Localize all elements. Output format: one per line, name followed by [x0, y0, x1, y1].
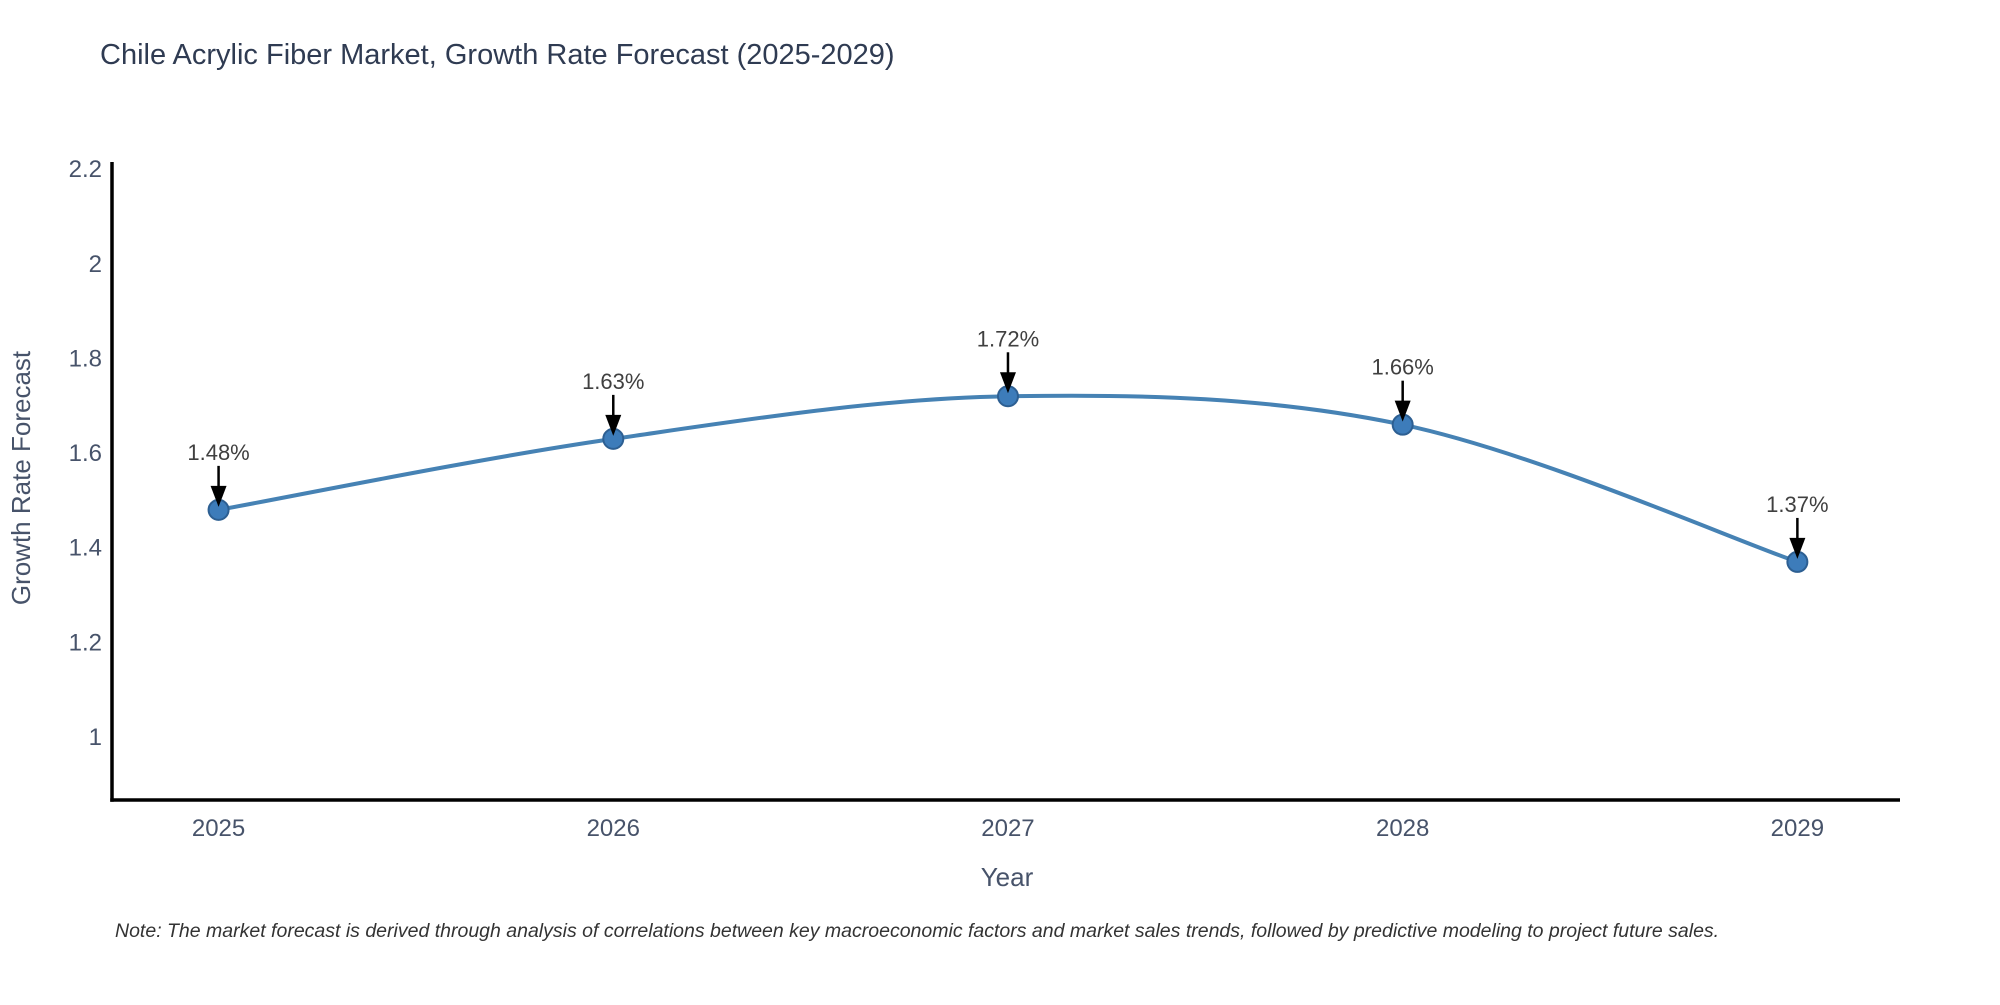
annotation-arrowhead-icon — [999, 372, 1016, 394]
chart-title: Chile Acrylic Fiber Market, Growth Rate … — [100, 39, 895, 71]
x-tick-label: 2029 — [1771, 815, 1824, 842]
x-tick-label: 2028 — [1376, 815, 1429, 842]
point-value-label: 1.48% — [187, 440, 249, 465]
y-axis-title: Growth Rate Forecast — [6, 350, 36, 605]
y-tick-label: 1.8 — [69, 345, 102, 372]
x-axis-title: Year — [981, 862, 1034, 892]
y-tick-label: 2.2 — [69, 156, 102, 183]
footnote: Note: The market forecast is derived thr… — [115, 920, 1719, 942]
x-tick-label: 2027 — [981, 815, 1034, 842]
point-value-label: 1.63% — [582, 369, 644, 394]
y-tick-label: 1.6 — [69, 440, 102, 467]
point-value-label: 1.37% — [1766, 492, 1828, 517]
annotation-arrowhead-icon — [605, 414, 622, 436]
y-tick-label: 1 — [89, 724, 102, 751]
annotation-arrowhead-icon — [210, 485, 227, 507]
x-tick-label: 2026 — [587, 815, 640, 842]
annotation-arrowhead-icon — [1789, 537, 1806, 559]
x-tick-label: 2025 — [192, 815, 245, 842]
point-value-label: 1.66% — [1371, 355, 1433, 380]
annotation-arrowhead-icon — [1394, 400, 1411, 422]
y-tick-label: 1.4 — [69, 535, 102, 562]
point-value-label: 1.72% — [977, 326, 1039, 351]
y-tick-label: 2 — [89, 251, 102, 278]
chart-series-layer: 1 1.2 1.4 1.6 1.8 2 2.2 2025 2026 2027 2028 2029 1.4… — [69, 156, 1900, 842]
y-tick-label: 1.2 — [69, 629, 102, 656]
series-line — [216, 393, 1800, 564]
